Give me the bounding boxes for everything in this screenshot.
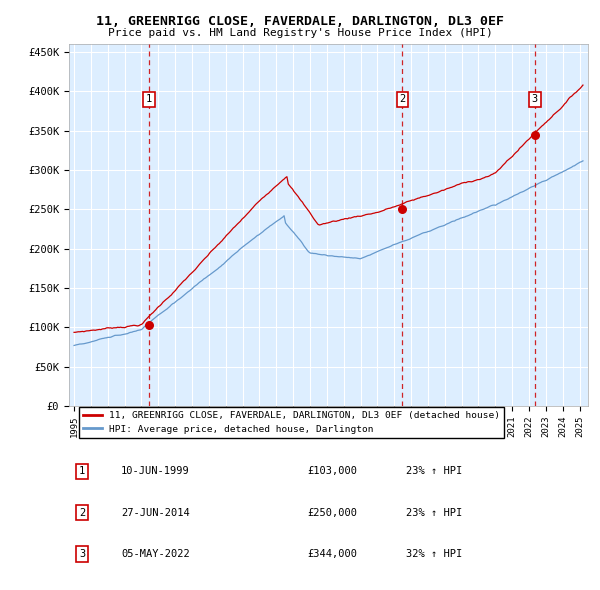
Text: 3: 3 (532, 94, 538, 104)
Text: £250,000: £250,000 (308, 508, 358, 518)
Text: 05-MAY-2022: 05-MAY-2022 (121, 549, 190, 559)
Text: 2: 2 (400, 94, 406, 104)
Text: 2: 2 (79, 508, 85, 518)
Point (530, 131, 540, 140)
Legend: 11, GREENRIGG CLOSE, FAVERDALE, DARLINGTON, DL3 0EF (detached house), HPI: Avera: 11, GREENRIGG CLOSE, FAVERDALE, DARLINGT… (79, 407, 504, 438)
Text: 10-JUN-1999: 10-JUN-1999 (121, 467, 190, 476)
Text: Price paid vs. HM Land Registry's House Price Index (HPI): Price paid vs. HM Land Registry's House … (107, 28, 493, 38)
Text: 1: 1 (79, 467, 85, 476)
Text: 3: 3 (79, 549, 85, 559)
Text: £103,000: £103,000 (308, 467, 358, 476)
Text: 11, GREENRIGG CLOSE, FAVERDALE, DARLINGTON, DL3 0EF: 11, GREENRIGG CLOSE, FAVERDALE, DARLINGT… (96, 15, 504, 28)
Text: 32% ↑ HPI: 32% ↑ HPI (406, 549, 463, 559)
Text: 23% ↑ HPI: 23% ↑ HPI (406, 467, 463, 476)
Text: 27-JUN-2014: 27-JUN-2014 (121, 508, 190, 518)
Point (398, 205, 407, 214)
Point (144, 320, 154, 330)
Text: 1: 1 (146, 94, 152, 104)
Text: £344,000: £344,000 (308, 549, 358, 559)
Text: 23% ↑ HPI: 23% ↑ HPI (406, 508, 463, 518)
